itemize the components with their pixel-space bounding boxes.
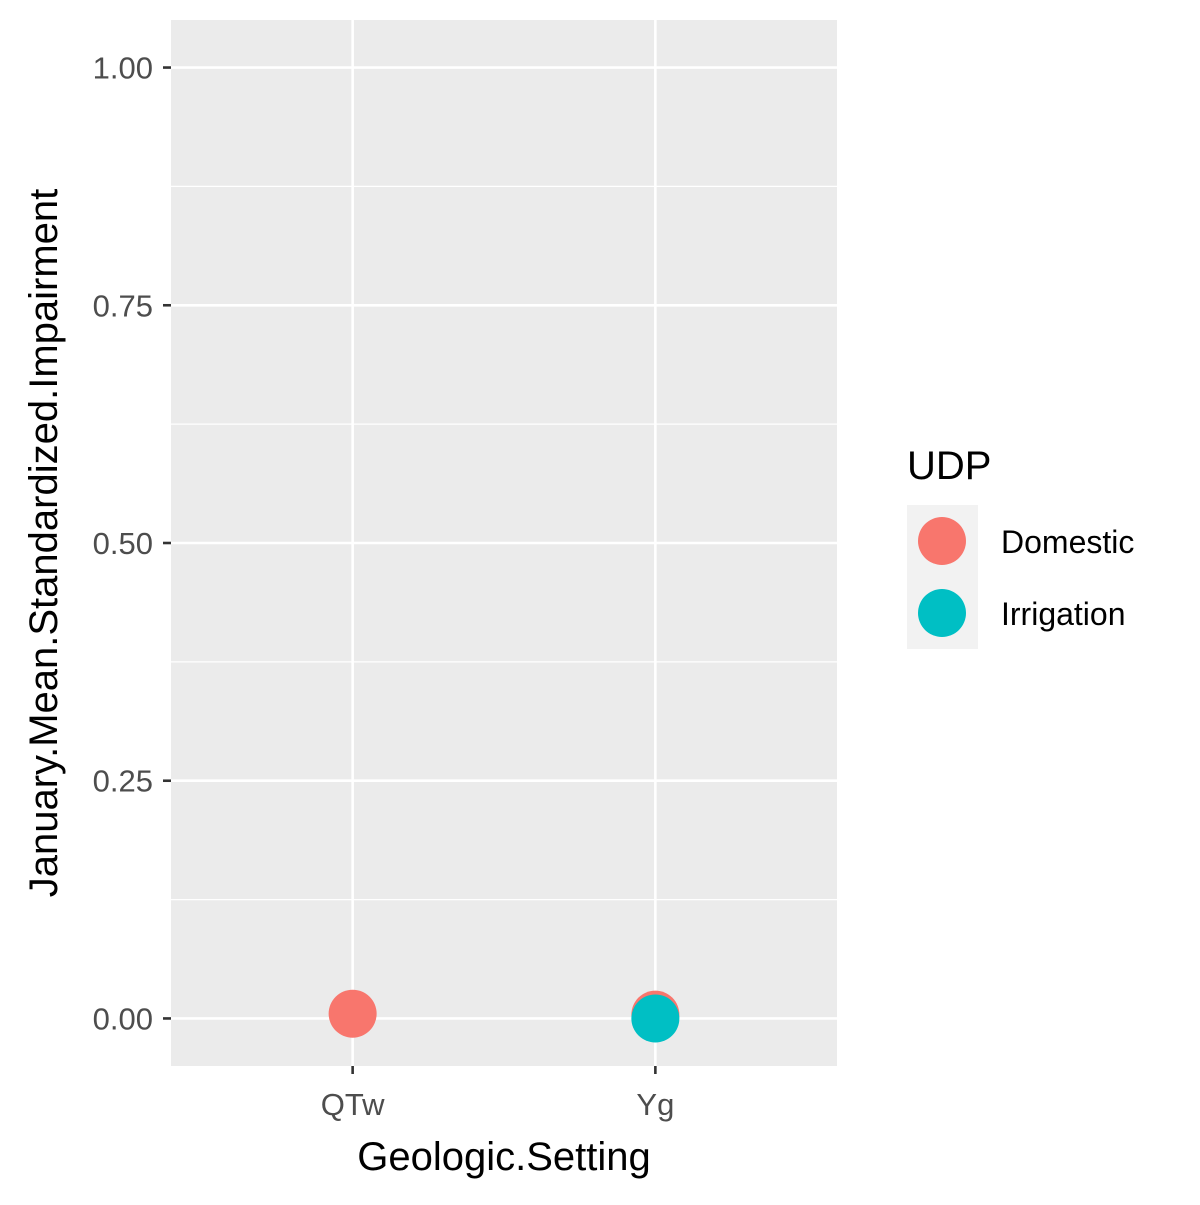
x-tick-label: QTw [321, 1087, 385, 1122]
grid-minor [171, 185, 837, 901]
y-tick-label: 0.00 [93, 1001, 153, 1036]
y-axis: 0.00 0.25 0.50 0.75 1.00 [93, 51, 171, 1036]
y-tick-label: 0.75 [93, 288, 153, 323]
data-points [328, 989, 680, 1043]
legend-label-domestic: Domestic [1001, 524, 1134, 560]
legend: UDP Domestic Irrigation [907, 444, 1134, 649]
x-tick-label: Yg [636, 1087, 674, 1122]
grid-major [171, 20, 837, 1066]
y-tick-label: 1.00 [93, 51, 153, 86]
y-axis-title: January.Mean.Standardized.Impairment [22, 189, 66, 898]
legend-title: UDP [907, 444, 991, 488]
legend-key-domestic [918, 517, 966, 565]
x-axis-title: Geologic.Setting [357, 1135, 651, 1179]
legend-label-irrigation: Irrigation [1001, 596, 1126, 632]
x-axis: QTw Yg [321, 1066, 674, 1122]
data-point-domestic [328, 989, 377, 1038]
data-point-irrigation [631, 994, 680, 1043]
y-tick-label: 0.50 [93, 526, 153, 561]
legend-key-irrigation [918, 589, 966, 637]
legend-items: Domestic Irrigation [918, 517, 1134, 637]
y-tick-label: 0.25 [93, 764, 153, 799]
